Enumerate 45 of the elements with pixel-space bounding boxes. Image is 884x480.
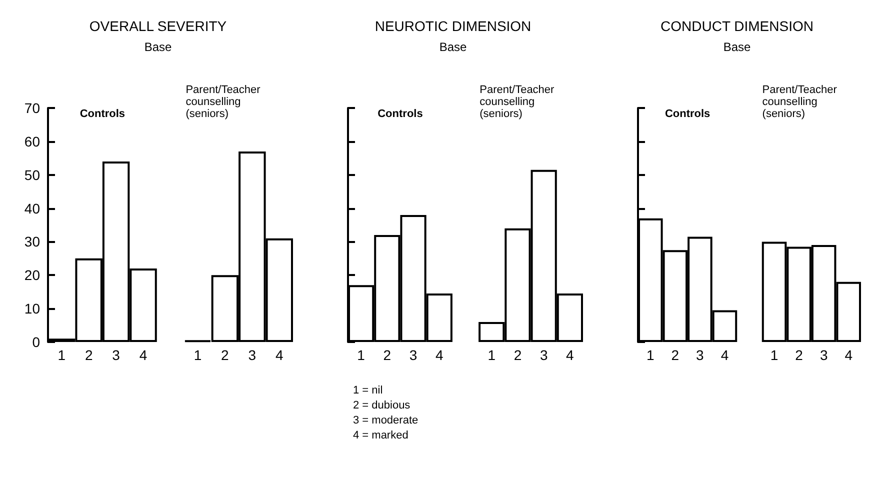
- y-tick-label: 40: [24, 200, 40, 216]
- x-tick-label: 1: [770, 347, 778, 363]
- x-tick-label: 2: [671, 347, 680, 363]
- annotation: Controls: [664, 108, 710, 120]
- y-tick-label: 50: [24, 166, 40, 183]
- text: 1 = nil 2 = dubious 3 = moderate 4 = marked: [353, 384, 418, 442]
- x-tick-label: 3: [112, 347, 120, 363]
- x-tick-label: 2: [514, 347, 522, 363]
- y-tick-label: 0: [32, 334, 40, 350]
- x-tick-label: 4: [720, 347, 729, 363]
- x-tick-label: 1: [646, 347, 654, 363]
- x-tick-label: 1: [58, 347, 66, 363]
- chart-title: OVERALL SEVERITY: [89, 18, 228, 34]
- chart-subtitle: Base: [439, 40, 467, 54]
- annotation: Parent/Teacher counselling (seniors): [762, 84, 838, 120]
- chart-subtitle: Base: [723, 40, 751, 54]
- annotation: Controls: [378, 108, 423, 120]
- x-tick-label: 3: [820, 347, 828, 363]
- x-tick-label: 3: [540, 347, 548, 363]
- annotation: Parent/Teacher counselling (seniors): [480, 84, 555, 120]
- y-tick-label: 70: [24, 100, 40, 116]
- x-tick-label: 1: [357, 347, 366, 363]
- x-tick-label: 4: [275, 347, 284, 363]
- chart-title: NEUROTIC DIMENSION: [374, 18, 532, 34]
- chart-subtitle: Base: [144, 40, 172, 54]
- x-tick-label: 2: [221, 347, 230, 363]
- x-tick-label: 4: [566, 347, 574, 363]
- x-tick-label: 1: [194, 347, 202, 363]
- x-tick-label: 2: [795, 347, 804, 363]
- x-tick-label: 4: [139, 347, 148, 363]
- x-tick-label: 1: [488, 347, 496, 363]
- x-tick-label: 4: [435, 347, 444, 363]
- x-tick-label: 3: [248, 347, 256, 363]
- annotation: Parent/Teacher counselling (seniors): [186, 84, 261, 120]
- x-tick-label: 4: [844, 347, 853, 363]
- annotation: Controls: [80, 108, 126, 120]
- chart-title: CONDUCT DIMENSION: [660, 18, 814, 34]
- y-tick-label: 10: [24, 300, 40, 317]
- y-tick-label: 60: [24, 133, 40, 150]
- y-tick-label: 20: [24, 267, 40, 284]
- x-tick-label: 2: [383, 347, 392, 363]
- y-tick-label: 30: [24, 234, 40, 250]
- x-tick-label: 3: [696, 347, 704, 363]
- x-tick-label: 2: [84, 347, 93, 363]
- x-tick-label: 3: [409, 347, 418, 363]
